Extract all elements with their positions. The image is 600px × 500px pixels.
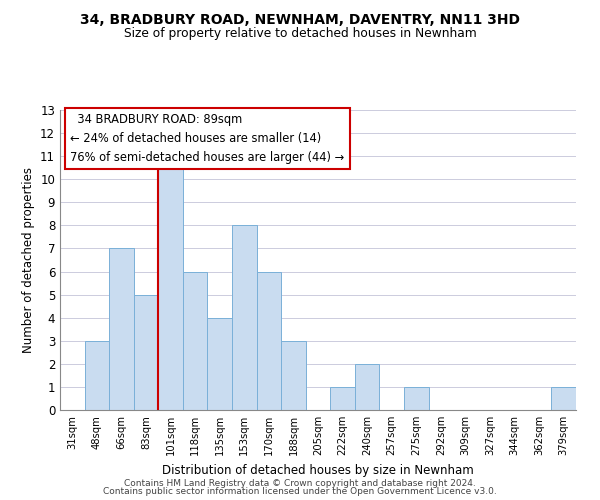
Bar bbox=[404, 387, 428, 410]
Text: Contains public sector information licensed under the Open Government Licence v3: Contains public sector information licen… bbox=[103, 487, 497, 496]
Bar bbox=[355, 364, 379, 410]
Text: Contains HM Land Registry data © Crown copyright and database right 2024.: Contains HM Land Registry data © Crown c… bbox=[124, 478, 476, 488]
Y-axis label: Number of detached properties: Number of detached properties bbox=[22, 167, 35, 353]
Bar bbox=[257, 272, 281, 410]
Bar bbox=[281, 341, 306, 410]
Bar bbox=[85, 341, 109, 410]
Bar bbox=[183, 272, 208, 410]
Text: 34 BRADBURY ROAD: 89sqm  
← 24% of detached houses are smaller (14)
76% of semi-: 34 BRADBURY ROAD: 89sqm ← 24% of detache… bbox=[70, 113, 344, 164]
Text: 34, BRADBURY ROAD, NEWNHAM, DAVENTRY, NN11 3HD: 34, BRADBURY ROAD, NEWNHAM, DAVENTRY, NN… bbox=[80, 12, 520, 26]
Bar bbox=[208, 318, 232, 410]
Bar bbox=[232, 226, 257, 410]
Bar bbox=[109, 248, 134, 410]
Bar bbox=[330, 387, 355, 410]
Bar bbox=[551, 387, 576, 410]
Text: Size of property relative to detached houses in Newnham: Size of property relative to detached ho… bbox=[124, 28, 476, 40]
X-axis label: Distribution of detached houses by size in Newnham: Distribution of detached houses by size … bbox=[162, 464, 474, 476]
Bar bbox=[134, 294, 158, 410]
Bar bbox=[158, 156, 183, 410]
